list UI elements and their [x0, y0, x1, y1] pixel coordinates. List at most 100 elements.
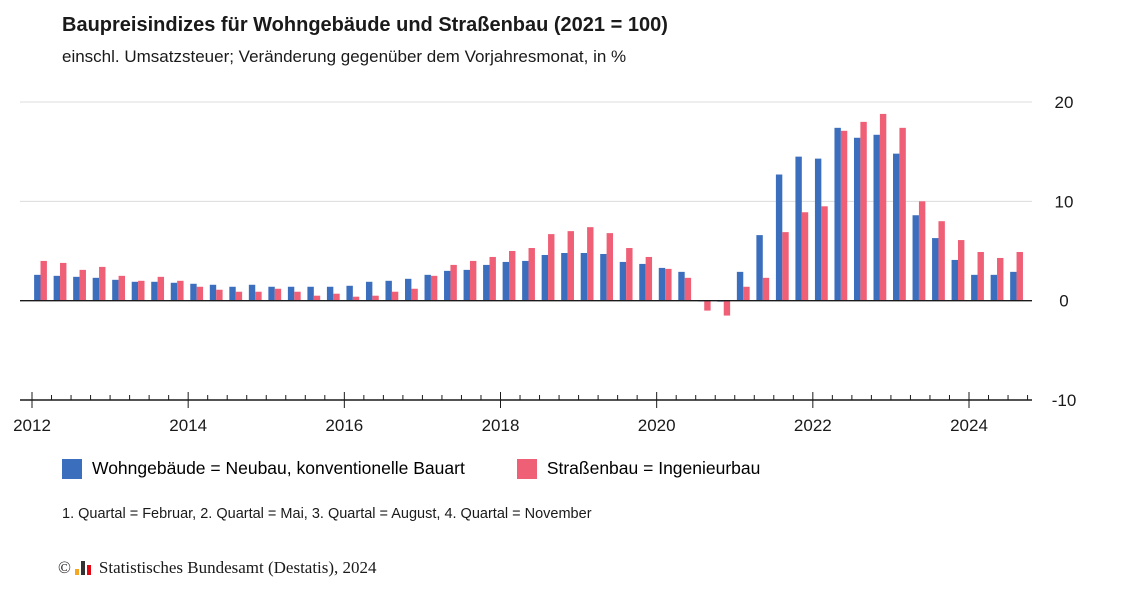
bar-strassenbau [684, 277, 692, 301]
bar-wohngebaeude [736, 271, 744, 301]
bar-wohngebaeude [365, 281, 373, 301]
bar-strassenbau [489, 256, 496, 301]
x-tick-label: 2022 [794, 416, 832, 435]
destatis-logo-icon [74, 561, 93, 575]
bar-strassenbau [333, 293, 340, 301]
bar-wohngebaeude [971, 274, 978, 301]
bar-strassenbau [216, 289, 223, 301]
bar-wohngebaeude [248, 284, 256, 301]
bar-strassenbau [157, 276, 165, 301]
bar-wohngebaeude [912, 215, 919, 301]
source-footer: © Statistisches Bundesamt (Destatis), 20… [58, 558, 377, 578]
x-tick-label: 2014 [169, 416, 207, 435]
legend-item-strassenbau: Straßenbau = Ingenieurbau [516, 458, 761, 479]
y-tick-label: 20 [1055, 93, 1074, 112]
bar-strassenbau [196, 286, 204, 301]
bar-wohngebaeude [92, 277, 100, 301]
bar-wohngebaeude [795, 156, 802, 301]
bar-wohngebaeude [932, 238, 939, 301]
bar-strassenbau [860, 121, 867, 301]
chart-title: Baupreisindizes für Wohngebäude und Stra… [62, 14, 668, 36]
bar-wohngebaeude [131, 281, 139, 301]
bar-wohngebaeude [463, 269, 470, 301]
bar-wohngebaeude [405, 278, 412, 301]
bar-strassenbau [372, 295, 379, 301]
bar-wohngebaeude [853, 137, 861, 301]
x-tick-label: 2020 [638, 416, 676, 435]
bar-strassenbau [255, 291, 262, 301]
legend-swatch-wohngebaeude [62, 458, 82, 479]
y-tick-label: 10 [1055, 192, 1074, 211]
bar-wohngebaeude [268, 286, 275, 301]
bar-wohngebaeude [580, 252, 588, 301]
bar-strassenbau [1016, 251, 1023, 301]
bar-wohngebaeude [307, 286, 314, 301]
bar-strassenbau [450, 264, 457, 301]
bar-strassenbau [469, 260, 477, 301]
bar-wohngebaeude [658, 267, 666, 301]
y-tick-label: 0 [1059, 292, 1068, 311]
bar-wohngebaeude [73, 276, 80, 301]
bar-strassenbau [430, 275, 438, 301]
bar-strassenbau [528, 248, 535, 301]
bar-wohngebaeude [170, 282, 178, 301]
bar-wohngebaeude [190, 283, 197, 301]
x-tick-label: 2012 [13, 416, 51, 435]
bar-wohngebaeude [209, 284, 217, 301]
bar-wohngebaeude [951, 259, 958, 301]
bar-wohngebaeude [873, 134, 880, 301]
bar-strassenbau [997, 257, 1004, 301]
bar-strassenbau [567, 231, 574, 301]
bar-strassenbau [879, 113, 887, 301]
bar-wohngebaeude [834, 127, 841, 301]
bar-wohngebaeude [326, 286, 334, 301]
bar-strassenbau [352, 296, 360, 301]
bar-wohngebaeude [502, 261, 510, 301]
bar-wohngebaeude [814, 158, 822, 301]
legend-swatch-strassenbau [516, 458, 537, 479]
bar-wohngebaeude [385, 280, 392, 301]
bar-wohngebaeude [678, 271, 685, 301]
bar-wohngebaeude [522, 260, 529, 301]
bar-wohngebaeude [424, 274, 431, 301]
bar-wohngebaeude [151, 281, 158, 301]
bar-strassenbau [138, 280, 145, 301]
chart-subtitle: einschl. Umsatzsteuer; Veränderung gegen… [62, 47, 627, 66]
bar-wohngebaeude [53, 275, 61, 301]
bar-strassenbau [821, 206, 828, 301]
bar-strassenbau [801, 212, 809, 301]
bar-wohngebaeude [893, 153, 900, 301]
bar-wohngebaeude [34, 274, 41, 301]
bar-strassenbau [274, 288, 282, 301]
bar-strassenbau [918, 201, 926, 301]
bar-strassenbau [762, 277, 770, 301]
bar-strassenbau [606, 233, 614, 301]
bar-wohngebaeude [541, 254, 549, 301]
quarter-note: 1. Quartal = Februar, 2. Quartal = Mai, … [62, 506, 592, 522]
bar-strassenbau [723, 300, 731, 316]
legend-label-wohngebaeude: Wohngebäude = Neubau, konventionelle Bau… [92, 458, 465, 478]
bar-wohngebaeude [444, 270, 451, 301]
bar-strassenbau [938, 221, 945, 301]
bar-strassenbau [391, 291, 399, 301]
bar-strassenbau [411, 288, 418, 301]
bar-strassenbau [118, 275, 125, 301]
bar-wohngebaeude [1010, 271, 1017, 301]
legend-label-strassenbau: Straßenbau = Ingenieurbau [546, 458, 761, 478]
bar-wohngebaeude [287, 286, 295, 301]
bar-strassenbau [40, 260, 47, 301]
bar-wohngebaeude [112, 279, 119, 301]
bar-strassenbau [313, 295, 321, 301]
bar-strassenbau [548, 234, 555, 301]
bar-strassenbau [99, 266, 106, 301]
bar-strassenbau [840, 130, 848, 301]
chart-legend: Wohngebäude = Neubau, konventionelle Bau… [62, 458, 812, 479]
bar-wohngebaeude [775, 174, 783, 301]
bar-strassenbau [235, 291, 243, 301]
bar-wohngebaeude [561, 252, 568, 301]
bar-strassenbau [957, 240, 965, 301]
x-tick-label: 2016 [325, 416, 363, 435]
y-tick-label: -10 [1052, 391, 1077, 410]
bar-strassenbau [626, 248, 633, 301]
bar-wohngebaeude [483, 264, 490, 301]
